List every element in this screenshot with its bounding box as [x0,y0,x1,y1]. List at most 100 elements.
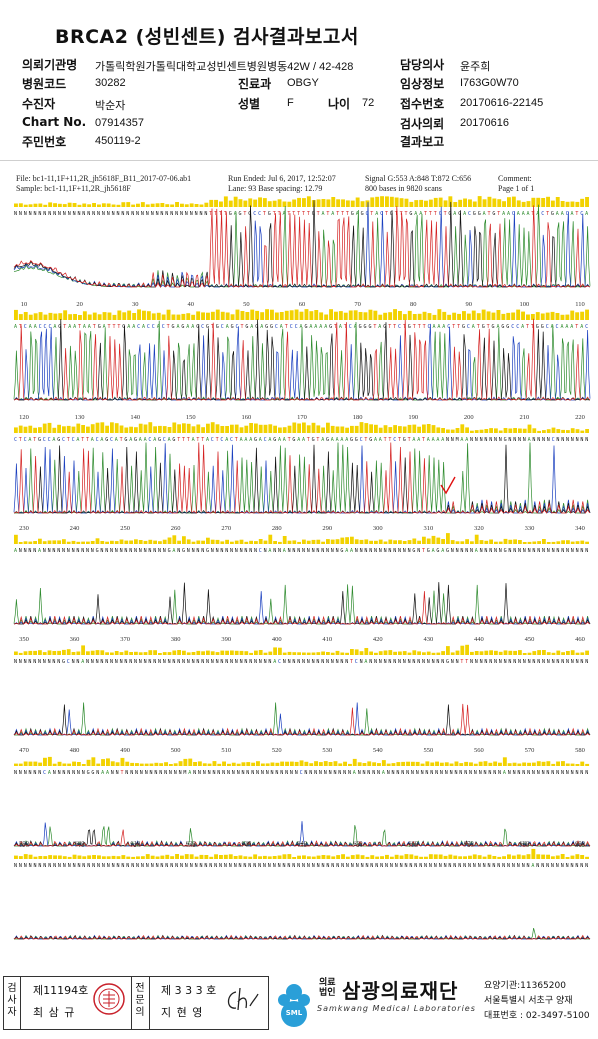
base-call: C [14,437,17,443]
base-call: N [556,863,559,869]
base-call: N [117,863,120,869]
base-call: A [585,211,588,217]
base-call: N [100,659,103,665]
base-call: N [448,863,451,869]
base-call: A [68,324,71,330]
base-call: A [283,211,286,217]
base-position-label: 570 [525,747,535,754]
base-call: N [556,437,559,443]
base-call: C [349,324,352,330]
base-call: G [216,324,219,330]
base-call: N [156,211,159,217]
base-call: N [96,770,99,776]
base-call: G [57,437,60,443]
base-call: N [336,548,339,554]
base-position-label: 280 [272,525,282,532]
base-call: C [290,324,293,330]
base-call: N [151,211,154,217]
base-call: C [295,324,298,330]
base-position-label: 510 [221,747,231,754]
base-call: N [185,211,188,217]
base-call: T [398,437,401,443]
base-call: N [169,770,172,776]
base-call: G [312,211,315,217]
base-call: N [68,863,71,869]
base-call: N [29,863,32,869]
base-call: N [424,863,427,869]
base-call: A [379,437,382,443]
base-call: A [91,437,94,443]
base-position-label: 140 [130,414,140,421]
base-call: A [378,324,381,330]
base-call: A [14,548,17,554]
base-call: C [258,211,261,217]
base-call: N [345,659,348,665]
base-position-label: 350 [19,636,29,643]
base-call: T [263,211,266,217]
base-call: N [38,659,41,665]
base-call: T [196,437,199,443]
base-call: T [117,324,120,330]
base-call: C [585,324,588,330]
base-call: C [236,324,239,330]
base-call: N [445,770,448,776]
base-call: N [232,770,235,776]
base-call: N [518,437,521,443]
base-call: N [195,211,198,217]
base-call: N [422,659,425,665]
base-call: A [561,324,564,330]
base-call: G [305,324,308,330]
base-call: N [105,659,108,665]
base-call: N [556,659,559,665]
base-call: N [551,770,554,776]
base-position-label: 300 [373,525,383,532]
foundation-badge: 의료법인 [319,978,336,998]
base-call: N [493,770,496,776]
base-call: N [541,863,544,869]
base-call: N [19,659,22,665]
base-call: N [126,863,129,869]
base-call: C [221,324,224,330]
base-call: A [375,211,378,217]
base-call: N [292,863,295,869]
base-call: A [48,770,51,776]
base-call: G [351,211,354,217]
base-call: N [131,863,134,869]
base-call: N [177,548,180,554]
base-call: N [469,770,472,776]
base-call: C [201,324,204,330]
base-call: N [580,659,583,665]
base-call: N [537,548,540,554]
base-call: N [513,437,516,443]
trace-page-line: Page 1 of 1 [498,184,534,193]
base-call: T [86,437,89,443]
base-call: N [263,863,266,869]
base-call: T [278,211,281,217]
base-call: N [14,770,17,776]
signature-divider-3 [149,976,150,1029]
base-call: N [235,548,238,554]
base-call: A [14,324,17,330]
base-call: N [556,548,559,554]
trace-file-line: File: bc1-11,1F+11,2R_jh5618F_B11_2017-0… [16,174,191,183]
base-call: A [340,437,343,443]
base-position-label: 330 [525,525,535,532]
base-call: N [271,770,274,776]
base-call: A [356,211,359,217]
base-call: N [120,548,123,554]
base-call: N [444,863,447,869]
base-call: A [437,324,440,330]
header-divider [0,160,598,161]
base-call: N [180,211,183,217]
base-call: T [19,437,22,443]
base-call: T [393,324,396,330]
base-call: C [566,211,569,217]
base-call: C [24,437,27,443]
base-call: N [24,548,27,554]
base-call: T [388,437,391,443]
base-call: N [366,863,369,869]
base-call: G [427,548,430,554]
trace-line-T [13,442,591,514]
base-call: T [297,211,300,217]
base-call: N [364,548,367,554]
